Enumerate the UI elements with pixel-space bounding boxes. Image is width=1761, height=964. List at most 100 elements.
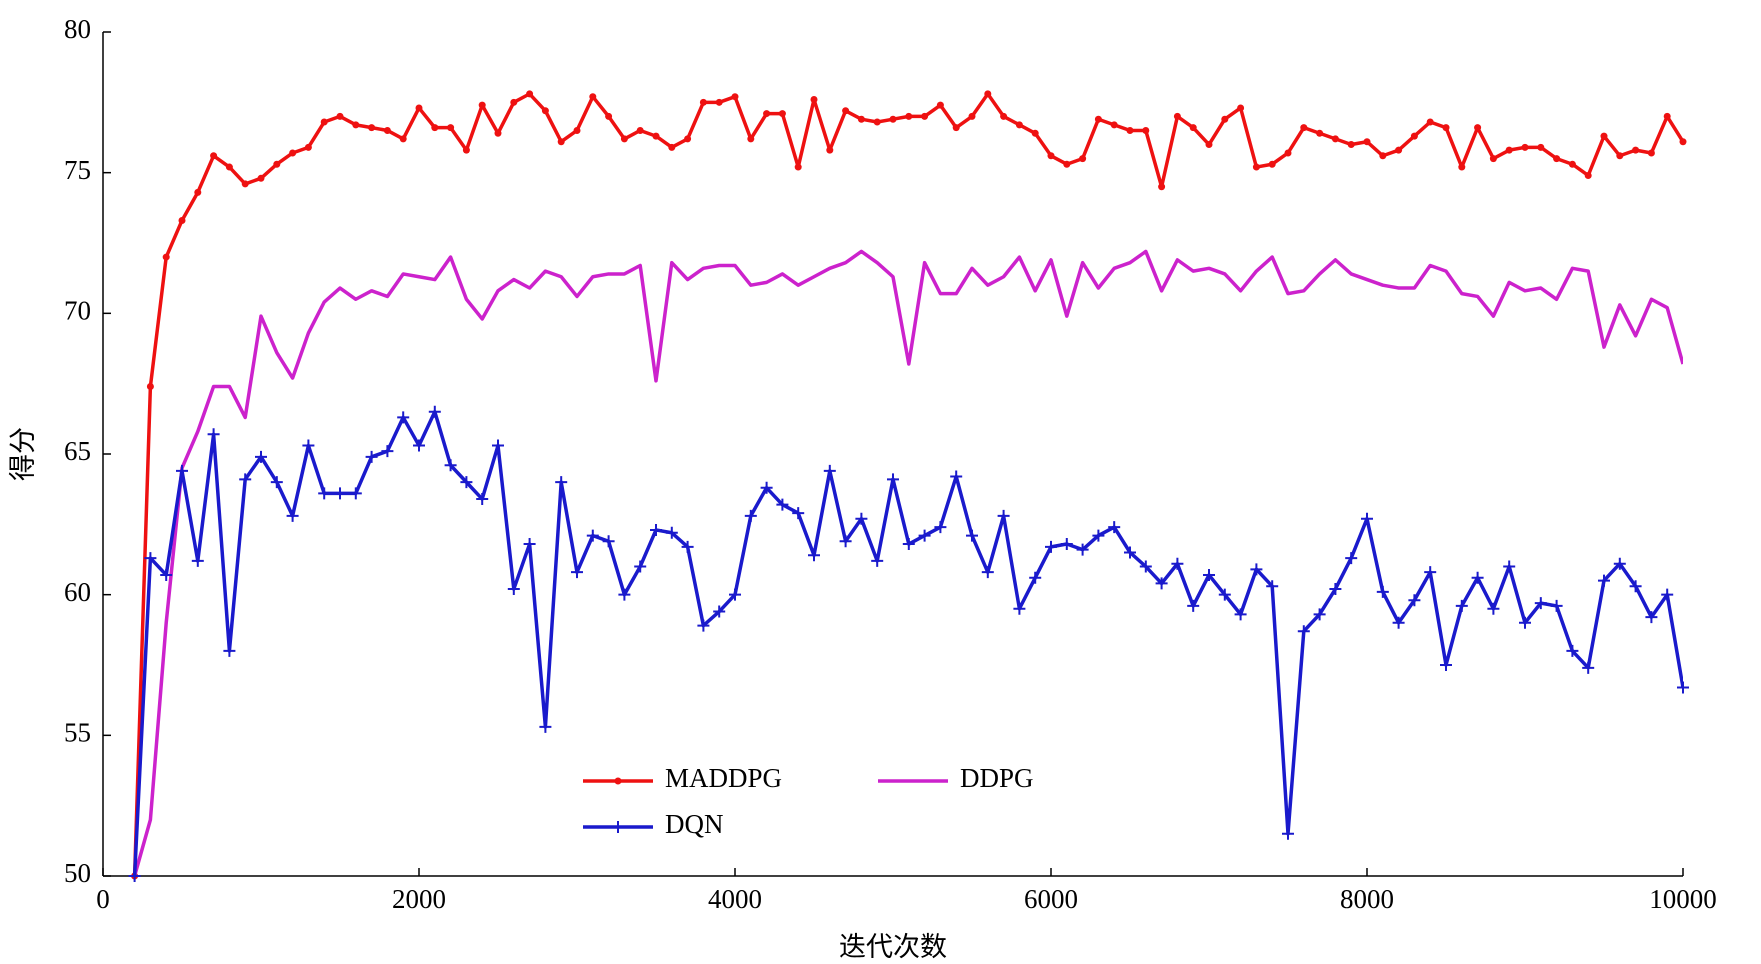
point [614, 777, 622, 785]
point [1282, 827, 1294, 840]
point [1521, 143, 1529, 151]
point [905, 112, 913, 120]
point [270, 476, 283, 489]
point [144, 552, 157, 565]
point [1331, 135, 1339, 143]
point [776, 498, 789, 511]
point [541, 107, 549, 115]
x-tick-label: 6000 [1024, 884, 1078, 914]
point [966, 529, 978, 542]
y-axis-label: 得分 [8, 427, 38, 481]
y-tick-label: 80 [64, 14, 91, 44]
point [1582, 661, 1595, 674]
point [365, 450, 378, 463]
point [650, 523, 662, 536]
point [1250, 563, 1263, 576]
point [557, 138, 565, 146]
point [571, 566, 583, 579]
point [494, 129, 502, 137]
point [368, 124, 376, 132]
point [1094, 115, 1102, 123]
point [128, 870, 141, 882]
point [1000, 112, 1008, 120]
point [1297, 625, 1310, 638]
point [981, 566, 994, 579]
point [1218, 588, 1231, 601]
point [747, 135, 755, 143]
point [1489, 155, 1497, 163]
point [952, 124, 960, 132]
point [476, 493, 489, 506]
point [697, 619, 710, 632]
point [447, 124, 455, 132]
point [1158, 183, 1166, 191]
point [1124, 546, 1136, 559]
point [826, 146, 834, 154]
point [1645, 611, 1658, 624]
point [1379, 152, 1387, 160]
point [349, 487, 362, 500]
point [1505, 146, 1513, 154]
point [729, 588, 741, 601]
point [1203, 568, 1215, 581]
point [1045, 540, 1057, 553]
point [334, 487, 346, 500]
point [1661, 588, 1674, 601]
point [1029, 571, 1042, 584]
point [1313, 608, 1326, 621]
point [1110, 121, 1118, 129]
point [586, 529, 599, 542]
point [984, 90, 992, 98]
point [652, 132, 660, 140]
point [857, 115, 865, 123]
point [1537, 143, 1545, 151]
point [162, 253, 170, 261]
point [1410, 132, 1418, 140]
point [1534, 597, 1547, 610]
point [1047, 152, 1055, 160]
point [1550, 599, 1563, 612]
point [1076, 543, 1089, 556]
point [997, 509, 1010, 522]
point [1584, 171, 1592, 179]
point [808, 549, 820, 562]
point [1392, 616, 1405, 629]
point [178, 216, 186, 224]
series-line [132, 410, 1683, 877]
point [1632, 146, 1640, 154]
point [539, 720, 552, 733]
point [842, 107, 850, 115]
point [352, 121, 360, 129]
point [1266, 580, 1279, 593]
point [397, 411, 410, 424]
point [431, 124, 439, 132]
point [950, 470, 963, 483]
point [612, 821, 624, 833]
point [460, 476, 473, 489]
y-tick-label: 75 [64, 155, 91, 185]
point [1376, 585, 1389, 598]
point [1616, 152, 1624, 160]
point [1663, 112, 1671, 120]
point [1013, 602, 1026, 615]
point [1677, 681, 1689, 694]
point [1647, 149, 1655, 157]
point [523, 538, 536, 551]
point [555, 476, 568, 489]
point [239, 473, 252, 486]
y-tick-label: 65 [64, 436, 91, 466]
point [1108, 521, 1121, 534]
point [302, 439, 315, 452]
point [855, 512, 868, 525]
point [176, 464, 188, 477]
point [1171, 557, 1184, 570]
y-tick-label: 70 [64, 296, 91, 326]
point [1173, 112, 1181, 120]
point [1566, 644, 1579, 657]
point [1426, 118, 1434, 126]
point [304, 143, 312, 151]
point [1189, 124, 1197, 132]
point [1455, 599, 1468, 612]
point [1600, 132, 1608, 140]
